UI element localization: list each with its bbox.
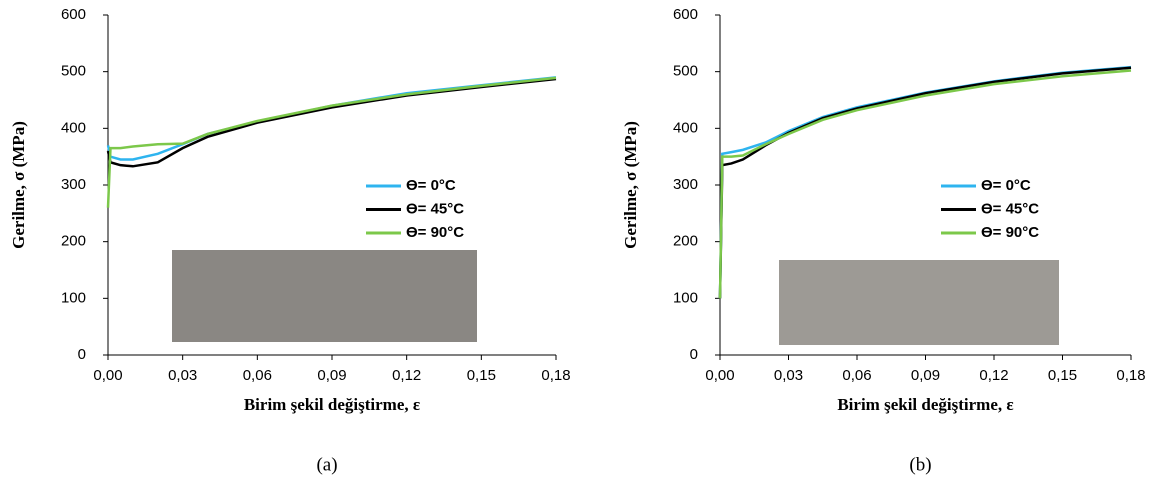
x-tick-label: 0,03 [168, 367, 197, 384]
legend-label: ϴ= 45°C [981, 200, 1039, 217]
legend-label: ϴ= 90°C [981, 224, 1039, 241]
y-tick-label: 400 [61, 119, 86, 136]
legend-label: ϴ= 90°C [406, 224, 464, 241]
data-line [106, 77, 557, 168]
x-tick-label: 0,15 [1048, 367, 1077, 384]
y-tick-label: 0 [78, 346, 86, 363]
y-tick-label: 200 [61, 233, 86, 250]
data-line [718, 69, 1132, 299]
photo-inset [172, 250, 477, 342]
x-tick-label: 0,03 [774, 367, 803, 384]
x-tick-label: 0,09 [317, 367, 346, 384]
legend-label: ϴ= 0°C [406, 177, 456, 194]
x-tick-label: 0,09 [911, 367, 940, 384]
y-tick-label: 200 [673, 233, 698, 250]
legend-label: ϴ= 45°C [406, 200, 464, 217]
x-tick-label: 0,12 [392, 367, 421, 384]
y-tick-label: 500 [673, 63, 698, 80]
legend-label: ϴ= 0°C [981, 177, 1031, 194]
y-tick-label: 100 [61, 289, 86, 306]
y-tick-label: 600 [673, 6, 698, 23]
x-tick-label: 0,06 [842, 367, 871, 384]
y-axis-label: Gerilme, σ (MPa) [621, 121, 640, 249]
data-line [106, 76, 557, 208]
x-tick-label: 0,06 [243, 367, 272, 384]
y-tick-label: 100 [673, 289, 698, 306]
x-tick-label: 0,00 [93, 367, 122, 384]
x-tick-label: 0,00 [705, 367, 734, 384]
x-axis-label: Birim şekil değiştirme, ε [837, 395, 1013, 414]
y-tick-label: 300 [61, 176, 86, 193]
x-tick-label: 0,12 [979, 367, 1008, 384]
y-tick-label: 300 [673, 176, 698, 193]
y-axis-label: Gerilme, σ (MPa) [9, 121, 28, 249]
y-tick-label: 400 [673, 119, 698, 136]
y-tick-label: 600 [61, 6, 86, 23]
x-tick-label: 0,15 [467, 367, 496, 384]
data-line [106, 76, 557, 161]
x-axis-label: Birim şekil değiştirme, ε [244, 395, 420, 414]
x-tick-label: 0,18 [1116, 367, 1145, 384]
caption: (b) [909, 454, 931, 475]
data-line [718, 66, 1132, 299]
y-tick-label: 500 [61, 63, 86, 80]
y-tick-label: 0 [690, 346, 698, 363]
photo-inset [779, 260, 1059, 345]
caption: (a) [316, 454, 337, 475]
x-tick-label: 0,18 [541, 367, 570, 384]
